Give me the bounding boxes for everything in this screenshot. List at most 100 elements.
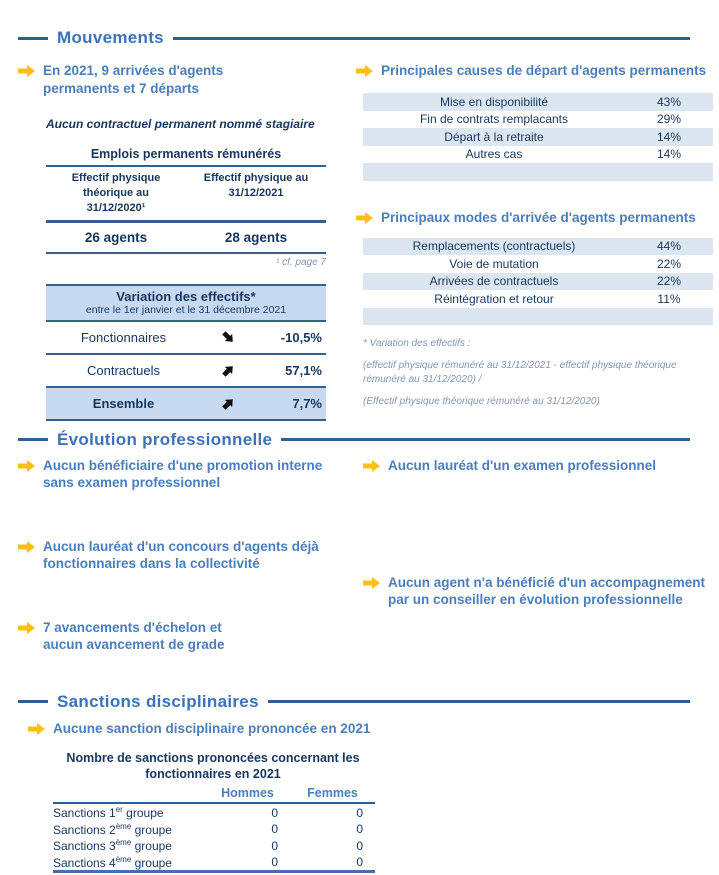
emplois-col1-value: 26 agents [84,229,148,245]
variation-formula-footnote: * Variation des effectifs : (effectif ph… [363,337,713,409]
sanction-hommes-value: 0 [271,855,278,870]
variation-row-label: Contractuels [87,362,160,378]
mode-value: 44% [656,239,682,254]
section-title-sanctions: Sanctions disciplinaires [57,691,259,711]
bullet-arrivals-summary: En 2021, 9 arrivées d'agents permanents … [18,62,288,97]
bullet-laureat-examen: Aucun lauréat d'un examen professionnel [363,457,713,478]
cause-value: 29% [656,112,682,127]
bullet-text: En 2021, 9 arrivées d'agents permanents … [43,63,224,96]
footnote-line: * Variation des effectifs : [363,338,471,349]
variation-row-value: 7,7% [292,395,322,411]
sanctions-title-line1: Nombre de sanctions prononcées concernan… [66,750,360,765]
trend-down-icon [221,330,236,345]
bullet-text: Aucune sanction disciplinaire prononcée … [53,720,371,736]
footnote-line: (effectif physique rémunéré au 31/12/202… [363,359,677,386]
emplois-col2-header: Effectif physique au 31/12/2021 [203,172,309,199]
mode-value: 11% [657,291,681,306]
sanction-femmes-value: 0 [356,838,363,853]
bullet-accompagnement: Aucun agent n'a bénéficié d'un accompagn… [363,574,713,609]
bullet-text: Aucun agent n'a bénéficié d'un accompagn… [388,574,705,608]
bullet-arrow-icon [363,459,381,478]
mode-label: Réintégration et retour [434,291,554,306]
bullet-departure-causes: Principales causes de départ d'agents pe… [356,62,713,83]
sanctions-table: Hommes Femmes Sanctions 1er groupe 0 0 S… [53,785,375,874]
cause-label: Fin de contrats remplacants [419,112,569,127]
section-rule [267,700,690,704]
sanction-group-label: Sanctions 4ème groupe [53,854,172,870]
table-row: Sanctions 1er groupe 0 0 [53,804,375,821]
table-row: Sanctions 2ème groupe 0 0 [53,821,375,838]
variation-row-label: Ensemble [92,395,155,411]
table-row: Remplacements (contractuels) 44% [363,237,713,255]
table-row-total: Ensemble 7,7% [46,387,326,419]
bullet-no-sanction: Aucune sanction disciplinaire prononcée … [28,720,713,741]
table-row: Contractuels 57,1% [46,355,326,388]
variation-subtitle: entre le 1er janvier et le 31 décembre 2… [85,303,287,316]
cause-label: Départ à la retraite [444,129,544,144]
table-row: Sanctions 4ème groupe 0 0 [53,854,375,871]
sanctions-col-hommes: Hommes [221,786,274,801]
bullet-arrow-icon [18,621,36,640]
table-row: Fin de contrats remplacants 29% [363,111,713,129]
sanctions-title-line2: fonctionnaires en 2021 [145,767,281,782]
sanction-femmes-value: 0 [356,805,363,820]
evolution-content: Aucun bénéficiaire d'une promotion inter… [18,457,713,654]
variation-table-header: Variation des effectifs* entre le 1er ja… [46,283,326,322]
bullet-arrow-icon [18,459,36,478]
emplois-table-title: Emplois permanents rémunérés [90,147,282,162]
mode-label: Voie de mutation [449,256,539,271]
sanctions-label-column-header [53,785,205,802]
sanctions-col-femmes: Femmes [307,786,358,801]
bullet-arrival-modes: Principaux modes d'arrivée d'agents perm… [356,209,713,230]
variation-row-value: -10,5% [280,329,322,345]
bullet-arrow-icon [356,211,374,230]
section-header-evolution: Évolution professionnelle [18,430,713,450]
sanction-femmes-value: 0 [356,822,363,837]
bullet-promotion-interne: Aucun bénéficiaire d'une promotion inter… [18,457,363,492]
footnote-line: (Effectif physique théorique rémunéré au… [363,395,600,407]
section-rule [281,438,690,442]
cause-label: Mise en disponibilité [439,94,549,109]
table-row-empty [363,307,713,325]
bullet-arrow-icon [28,722,46,741]
mode-value: 22% [656,256,682,271]
mouvements-left-column: En 2021, 9 arrivées d'agents permanents … [18,62,356,421]
emplois-col2-value: 28 agents [224,229,288,245]
table-row: Réintégration et retour 11% [363,290,713,308]
mode-label: Arrivées de contractuels [429,274,559,289]
section-header-sanctions: Sanctions disciplinaires [18,692,713,712]
bullet-text: Principaux modes d'arrivée d'agents perm… [381,209,696,225]
sanctions-table-title: Nombre de sanctions prononcées concernan… [48,750,378,783]
evolution-right-column: Aucun lauréat d'un examen professionnel … [363,457,713,654]
sanction-group-label: Sanctions 3ème groupe [53,838,172,854]
table-row: Autres cas 14% [363,146,713,164]
bullet-text: 7 avancements d'échelon et aucun avancem… [43,619,225,653]
section-header-mouvements: Mouvements [18,28,713,48]
sanction-hommes-value: 0 [271,838,278,853]
mouvements-content: En 2021, 9 arrivées d'agents permanents … [18,62,713,421]
bullet-concours: Aucun lauréat d'un concours d'agents déj… [18,538,363,573]
sanction-group-label: Sanctions 1er groupe [53,805,164,821]
mode-value: 22% [656,274,682,289]
arrival-modes-table: Remplacements (contractuels) 44% Voie de… [363,237,713,325]
trend-up-icon [221,396,236,411]
cause-label: Autres cas [465,147,523,162]
bullet-text: Aucun lauréat d'un examen professionnel [388,457,657,473]
bullet-arrow-icon [18,64,36,83]
emplois-col1-header: Effectif physique théorique au 31/12/202… [71,172,161,214]
mouvements-right-column: Principales causes de départ d'agents pe… [356,62,713,421]
bullet-avancements: 7 avancements d'échelon et aucun avancem… [18,619,363,654]
sanction-hommes-value: 0 [271,822,278,837]
variation-title: Variation des effectifs* [116,288,256,304]
table-row: Arrivées de contractuels 22% [363,272,713,290]
section-title-evolution: Évolution professionnelle [57,429,273,449]
emplois-table-values: 26 agents 28 agents [46,223,326,252]
bullet-arrow-icon [18,540,36,559]
variation-row-value: 57,1% [285,362,322,378]
table-row: Départ à la retraite 14% [363,128,713,146]
sanctions-table-header: Hommes Femmes [53,785,375,805]
variation-row-label: Fonctionnaires [80,329,167,345]
emplois-table-header: Effectif physique théorique au 31/12/202… [46,167,326,223]
sanction-group-label: Sanctions 2ème groupe [53,821,172,837]
